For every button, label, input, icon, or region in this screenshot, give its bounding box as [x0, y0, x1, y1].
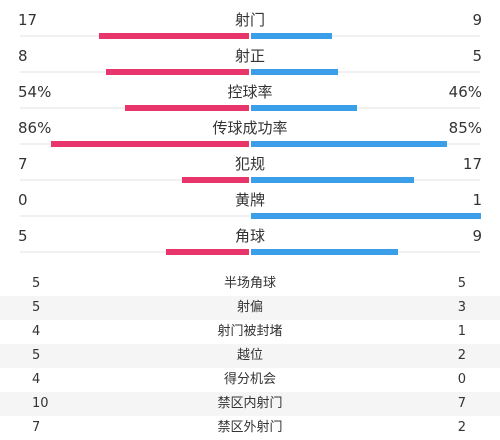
stat-name: 得分机会: [223, 372, 276, 387]
stat-row-possession: 54% 控球率 46%: [0, 82, 500, 116]
away-value: 17: [462, 155, 482, 173]
stat-name: 犯规: [234, 155, 265, 173]
home-bar: [51, 141, 249, 147]
stat-row-fouls: 7 犯规 17: [0, 154, 500, 188]
stat-row-shots-on-target: 8 射正 5: [0, 46, 500, 80]
away-bar: [251, 69, 338, 75]
away-value: 85%: [448, 119, 482, 137]
stat-name: 越位: [236, 348, 263, 363]
home-value: 4: [32, 372, 41, 387]
stat-row-yellow-cards: 0 黄牌 1: [0, 190, 500, 224]
table-row: 10 禁区内射门 7: [0, 392, 500, 416]
home-value: 7: [32, 420, 41, 435]
home-bar: [99, 33, 249, 39]
away-value: 46%: [448, 83, 482, 101]
away-value: 3: [457, 300, 466, 315]
away-bar: [251, 249, 398, 255]
stat-name: 控球率: [227, 83, 273, 101]
home-value: 0: [18, 191, 28, 209]
away-value: 1: [457, 324, 466, 339]
away-value: 9: [472, 227, 482, 245]
home-bar: [182, 177, 249, 183]
home-bar: [166, 249, 249, 255]
bar-track: [20, 107, 480, 109]
stat-name: 射偏: [236, 300, 263, 315]
home-value: 86%: [18, 119, 52, 137]
stat-name: 禁区内射门: [217, 396, 283, 411]
bar-track: [20, 143, 480, 145]
table-row: 5 越位 2: [0, 344, 500, 368]
away-bar: [251, 213, 481, 219]
stat-name: 半场角球: [223, 276, 276, 291]
home-value: 5: [32, 300, 41, 315]
home-value: 5: [32, 276, 41, 291]
away-value: 2: [457, 420, 466, 435]
table-row: 5 半场角球 5: [0, 272, 500, 296]
home-value: 17: [18, 11, 38, 29]
bar-track: [20, 215, 480, 217]
away-value: 5: [457, 276, 466, 291]
away-bar: [251, 33, 332, 39]
table-row: 4 射门被封堵 1: [0, 320, 500, 344]
table-row: 4 得分机会 0: [0, 368, 500, 392]
away-bar: [251, 177, 414, 183]
home-value: 8: [18, 47, 28, 65]
stat-name: 射门被封堵: [217, 324, 283, 339]
away-bar: [251, 141, 447, 147]
stat-name: 黄牌: [234, 191, 265, 209]
home-value: 7: [18, 155, 28, 173]
stat-row-corners: 5 角球 9: [0, 226, 500, 260]
home-bar: [125, 105, 249, 111]
stat-row-pass-accuracy: 86% 传球成功率 85%: [0, 118, 500, 152]
bar-track: [20, 71, 480, 73]
table-row: 7 禁区外射门 2: [0, 416, 500, 440]
home-value: 5: [32, 348, 41, 363]
table-stats-section: 5 半场角球 5 5 射偏 3 4 射门被封堵 1 5 越位 2 4 得分机会 0 10 禁区内射门 7 7 禁区外射…: [0, 272, 500, 440]
bar-track: [20, 179, 480, 181]
away-value: 9: [472, 11, 482, 29]
stat-name: 射正: [234, 47, 265, 65]
away-value: 2: [457, 348, 466, 363]
home-value: 4: [32, 324, 41, 339]
away-value: 7: [457, 396, 466, 411]
bar-track: [20, 251, 480, 253]
stat-name: 角球: [234, 227, 265, 245]
home-bar: [106, 69, 249, 75]
stat-name: 传球成功率: [212, 119, 288, 137]
table-row: 5 射偏 3: [0, 296, 500, 320]
away-value: 0: [457, 372, 466, 387]
bar-track: [20, 35, 480, 37]
home-value: 10: [32, 396, 49, 411]
home-value: 54%: [18, 83, 52, 101]
away-bar: [251, 105, 357, 111]
home-value: 5: [18, 227, 28, 245]
stat-name: 射门: [234, 11, 265, 29]
away-value: 1: [472, 191, 482, 209]
stat-name: 禁区外射门: [217, 420, 283, 435]
stat-row-shots: 17 射门 9: [0, 10, 500, 44]
away-value: 5: [472, 47, 482, 65]
